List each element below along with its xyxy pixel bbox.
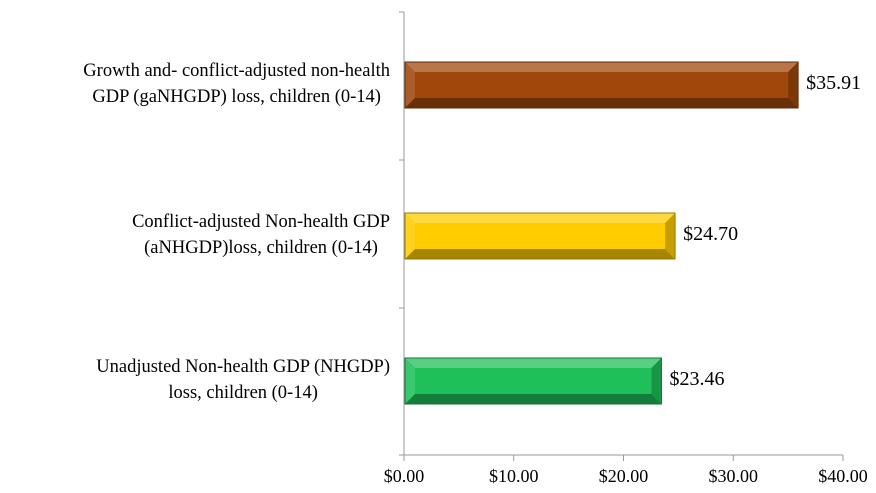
x-tick-label: $30.00 <box>708 466 759 486</box>
category-label-line: (aNHGDP)loss, children (0-14) <box>144 238 378 258</box>
bar-outline <box>404 357 662 405</box>
bar <box>404 357 662 405</box>
bar-bevel-bottom <box>405 98 799 108</box>
category-label: Unadjusted Non-health GDP (NHGDP) loss, c… <box>96 354 390 406</box>
x-tick-label: $20.00 <box>598 466 649 486</box>
bar-bevel-right <box>665 213 676 259</box>
category-label: Growth and- conflict-adjusted non-health… <box>83 58 390 110</box>
bar-outline <box>404 61 799 109</box>
bar <box>404 212 676 260</box>
bar-bevel-left <box>405 358 415 404</box>
bar-bevel-right <box>788 62 799 108</box>
bar-value-label: $24.70 <box>683 223 739 245</box>
bar-value-label: $23.46 <box>669 368 725 390</box>
x-tick-label: $40.00 <box>818 466 868 486</box>
category-label-line: Conflict-adjusted Non-health GDP <box>132 212 390 232</box>
bar-value-label: $35.91 <box>806 72 862 94</box>
bar-bevel-left <box>405 62 415 108</box>
bar-bevel-bottom <box>405 249 676 259</box>
category-label-line: GDP (gaNHGDP) loss, children (0-14) <box>92 87 381 107</box>
bar <box>404 61 799 109</box>
bar-outline <box>404 212 676 260</box>
bar-bevel-left <box>405 213 415 259</box>
x-tick-label: $10.00 <box>489 466 539 486</box>
bar-bevel-top <box>405 213 676 223</box>
category-label: Conflict-adjusted Non-health GDP (aNHGDP)… <box>132 209 390 261</box>
bars <box>404 61 799 405</box>
bar-bevel-right <box>651 358 662 404</box>
bar-bevel-bottom <box>405 394 662 404</box>
category-label-line: loss, children (0-14) <box>168 383 318 403</box>
bar-bevel-top <box>405 358 662 368</box>
category-label-line: Growth and- conflict-adjusted non-health <box>83 61 390 81</box>
category-label-line: Unadjusted Non-health GDP (NHGDP) <box>96 357 390 377</box>
axes <box>399 11 844 461</box>
x-tick-label: $0.00 <box>383 466 425 486</box>
bar-bevel-top <box>405 62 799 72</box>
